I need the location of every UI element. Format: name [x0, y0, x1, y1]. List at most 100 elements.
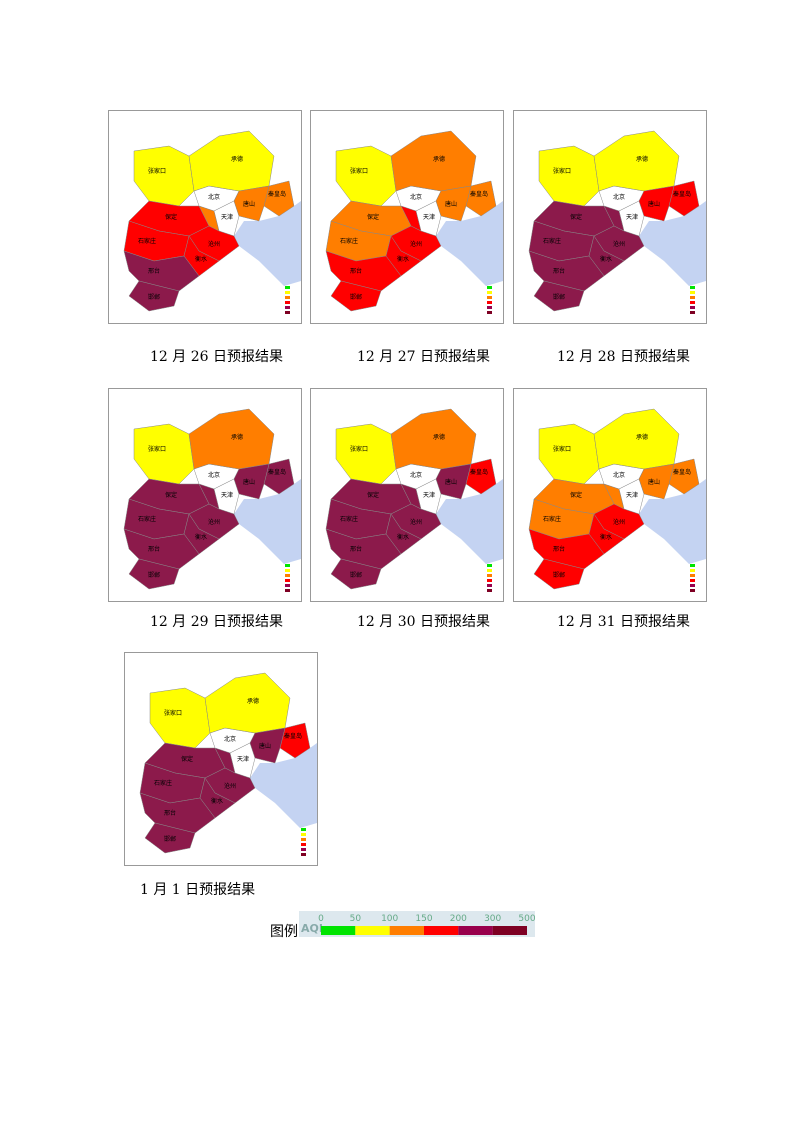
city-label: 邢台 — [350, 545, 362, 553]
city-label: 石家庄 — [340, 237, 358, 245]
region — [149, 687, 211, 749]
city-label: 保定 — [367, 491, 379, 499]
legend-segment — [492, 926, 527, 935]
region — [325, 250, 402, 292]
legend-tick-label: 100 — [381, 914, 398, 924]
map-legend-swatch — [690, 564, 695, 567]
city-label: 张家口 — [164, 709, 182, 717]
region — [528, 250, 605, 292]
region — [435, 463, 472, 500]
city-label: 唐山 — [259, 742, 271, 750]
map: 2025年12月31日河北省城市空气质量预报图张家口承德北京天津唐山秦皇岛保定沧… — [528, 381, 706, 592]
city-label: 石家庄 — [543, 515, 561, 523]
city-label: 天津 — [626, 492, 638, 499]
city-label: 唐山 — [648, 200, 660, 208]
map-figure: 2025年12月27日河北省城市空气质量预报图张家口承德北京天津唐山秦皇岛保定沧… — [310, 103, 504, 324]
city-label: 北京 — [410, 471, 422, 479]
map-legend-swatch — [690, 589, 695, 592]
region — [330, 558, 382, 590]
region — [330, 280, 382, 312]
region — [183, 513, 220, 555]
sea — [234, 479, 301, 564]
city-label: 邯郸 — [553, 571, 565, 579]
region — [123, 528, 200, 570]
city-label: 承德 — [231, 433, 243, 441]
region — [199, 777, 236, 819]
map: 2025年12月30日河北省城市空气质量预报图张家口承德北京天津唐山秦皇岛保定沧… — [325, 381, 503, 592]
sea — [234, 201, 301, 286]
region — [325, 528, 402, 570]
legend-tick-label: 50 — [350, 914, 362, 924]
region — [133, 423, 195, 485]
city-label: 秦皇岛 — [470, 190, 488, 198]
legend-tick-label: 500 — [518, 914, 535, 924]
city-label: 北京 — [208, 471, 220, 479]
city-label: 天津 — [221, 492, 233, 499]
map-legend-swatch — [285, 286, 290, 289]
city-label: 天津 — [237, 756, 249, 763]
caption: 12 月 28 日预报结果 — [557, 349, 690, 365]
map-legend-swatch — [487, 291, 492, 294]
map-legend-swatch — [301, 853, 306, 856]
map-legend-swatch — [301, 843, 306, 846]
legend-bar: AQI 0 50 100 150 200 300 500 — [299, 911, 535, 937]
legend-tick-label: 300 — [484, 914, 501, 924]
map-legend-swatch — [487, 296, 492, 299]
map: 2025年12月28日河北省城市空气质量预报图张家口承德北京天津唐山秦皇岛保定沧… — [528, 103, 706, 314]
map-legend-swatch — [285, 589, 290, 592]
legend-tick-label: 0 — [318, 914, 324, 924]
city-label: 邯郸 — [350, 571, 362, 579]
city-label: 张家口 — [148, 167, 166, 175]
map-figure: 2026年1月1日河北省城市空气质量预报图张家口承德北京天津唐山秦皇岛保定沧州石… — [124, 645, 318, 866]
city-label: 张家口 — [553, 167, 571, 175]
map-legend-swatch — [487, 579, 492, 582]
region — [588, 235, 625, 277]
map-legend-swatch — [690, 569, 695, 572]
region — [638, 185, 675, 222]
legend-segment — [355, 926, 390, 935]
city-label: 唐山 — [445, 478, 457, 486]
map-legend-swatch — [285, 579, 290, 582]
map-legend-swatch — [487, 589, 492, 592]
city-label: 秦皇岛 — [284, 732, 302, 740]
map-legend-swatch — [690, 574, 695, 577]
city-label: 承德 — [433, 433, 445, 441]
map-figure: 2025年12月31日河北省城市空气质量预报图张家口承德北京天津唐山秦皇岛保定沧… — [513, 381, 707, 602]
caption: 12 月 31 日预报结果 — [557, 614, 690, 630]
map-legend-swatch — [285, 291, 290, 294]
map-legend-swatch — [285, 311, 290, 314]
city-label: 沧州 — [410, 518, 422, 526]
city-label: 石家庄 — [340, 515, 358, 523]
city-label: 唐山 — [243, 478, 255, 486]
region — [233, 185, 270, 222]
city-label: 保定 — [367, 213, 379, 221]
city-label: 衡水 — [397, 255, 409, 263]
city-label: 衡水 — [397, 533, 409, 541]
city-label: 保定 — [181, 755, 193, 763]
legend-tick-label: 200 — [450, 914, 467, 924]
region — [139, 792, 216, 834]
caption: 12 月 27 日预报结果 — [357, 349, 490, 365]
city-label: 沧州 — [410, 240, 422, 248]
map-legend-swatch — [487, 311, 492, 314]
map-figure: 2025年12月30日河北省城市空气质量预报图张家口承德北京天津唐山秦皇岛保定沧… — [310, 381, 504, 602]
region — [335, 145, 397, 207]
region — [638, 463, 675, 500]
city-label: 邯郸 — [148, 293, 160, 301]
city-label: 保定 — [570, 491, 582, 499]
city-label: 保定 — [165, 213, 177, 221]
caption: 12 月 30 日预报结果 — [357, 614, 490, 630]
city-label: 天津 — [626, 214, 638, 221]
city-label: 张家口 — [553, 445, 571, 453]
city-label: 唐山 — [445, 200, 457, 208]
city-label: 衡水 — [600, 255, 612, 263]
city-label: 衡水 — [195, 255, 207, 263]
map-legend-swatch — [690, 311, 695, 314]
city-label: 邢台 — [164, 809, 176, 817]
city-label: 唐山 — [648, 478, 660, 486]
city-label: 衡水 — [600, 533, 612, 541]
city-label: 衡水 — [195, 533, 207, 541]
city-label: 张家口 — [350, 167, 368, 175]
city-label: 北京 — [613, 193, 625, 201]
